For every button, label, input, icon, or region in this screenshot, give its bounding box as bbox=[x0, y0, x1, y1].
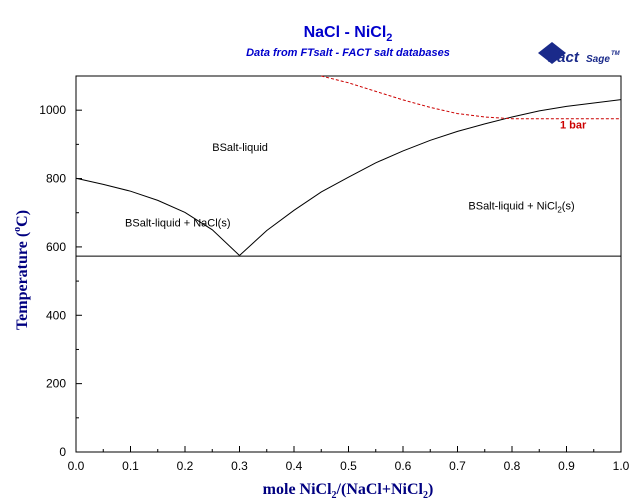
region-layer: BSalt-liquid BSalt-liquid + NaCl(s) BSalt-… bbox=[125, 142, 575, 229]
x-tick-label: 1.0 bbox=[613, 459, 630, 473]
x-tick-label: 0.7 bbox=[449, 459, 466, 473]
region-label-liquid-nicl2: BSalt-liquid + NiCl2(s) bbox=[468, 200, 574, 214]
annotation-one-bar-label: 1 bar bbox=[560, 120, 587, 132]
y-tick-label: 0 bbox=[59, 445, 66, 459]
x-tick-label: 0.1 bbox=[122, 459, 139, 473]
y-tick-label: 400 bbox=[46, 308, 66, 322]
svg-text:TM: TM bbox=[611, 51, 621, 57]
x-tick-label: 0.0 bbox=[68, 459, 85, 473]
factsage-logo: Fact Sage TM bbox=[538, 42, 621, 66]
x-tick-label: 0.4 bbox=[286, 459, 303, 473]
y-tick-label: 600 bbox=[46, 240, 66, 254]
series-line-liquidus-nacl bbox=[75, 177, 240, 256]
x-tick-label: 0.6 bbox=[395, 459, 412, 473]
y-tick-label: 1000 bbox=[39, 103, 66, 117]
x-tick-label: 0.5 bbox=[340, 459, 357, 473]
x-axis-label: mole NiCl2/(NaCl+NiCl2) bbox=[263, 481, 434, 501]
factsage-logo-mark bbox=[538, 42, 566, 64]
x-tick-label: 0.2 bbox=[177, 459, 194, 473]
region-label-liquid: BSalt-liquid bbox=[212, 142, 268, 154]
chart-subtitle: Data from FTsalt - FACT salt databases bbox=[246, 47, 450, 59]
x-axis: 0.0 0.1 0.2 0.3 0.4 0.5 0.6 0.7 0.8 0.9 1.0 bbox=[68, 446, 630, 473]
plot-frame bbox=[75, 75, 622, 453]
y-tick-label: 800 bbox=[46, 172, 66, 186]
y-axis: 0 200 400 600 800 1000 bbox=[39, 103, 82, 459]
factsage-logo-text: Fact bbox=[548, 49, 580, 66]
series-line-one-bar bbox=[321, 75, 621, 120]
y-tick-label: 200 bbox=[46, 377, 66, 391]
y-axis-label: Temperature (oC) bbox=[12, 210, 31, 330]
region-label-liquid-nacl: BSalt-liquid + NaCl(s) bbox=[125, 217, 230, 229]
chart-title: NaCl - NiCl2 bbox=[304, 24, 393, 44]
x-tick-label: 0.8 bbox=[504, 459, 521, 473]
x-tick-label: 0.3 bbox=[231, 459, 248, 473]
x-tick-label: 0.9 bbox=[558, 459, 575, 473]
series-line-liquidus-nicl2 bbox=[239, 99, 622, 256]
annotation-layer: 1 bar bbox=[560, 120, 587, 132]
svg-text:Sage: Sage bbox=[586, 54, 610, 65]
series-layer bbox=[75, 75, 622, 257]
